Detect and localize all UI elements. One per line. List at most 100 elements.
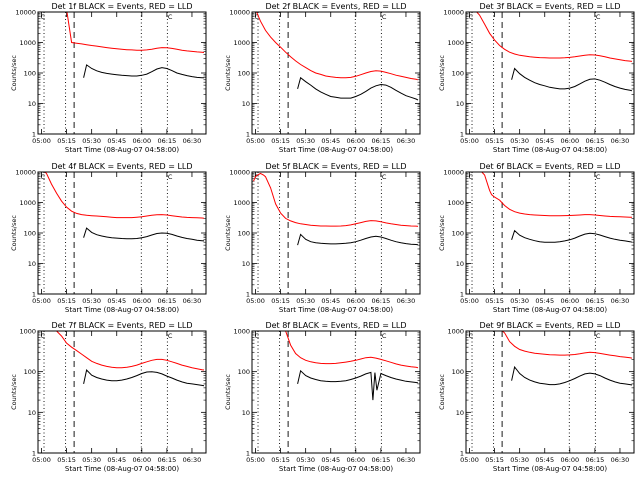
panel-det-6: Det 6f BLACK = Events, RED = LLD 1 10 100 10… [438,162,635,314]
x-tick-label: 05:15 [485,456,504,464]
panel-title: Det 3f BLACK = Events, RED = LLD [479,2,620,11]
x-tick-label: 06:00 [346,456,365,464]
x-tick-label: 05:45 [321,297,340,305]
y-tick-label: 1 [460,291,464,299]
y-tick-label: 1 [32,131,36,139]
plot-frame [465,330,635,454]
plot-frame [465,11,635,135]
event-marker-label: C [596,173,601,181]
x-tick-label: 05:45 [107,297,126,305]
x-tick-label: 06:15 [586,297,605,305]
x-tick-label: 05:15 [271,297,290,305]
y-tick-label: 1000 [447,328,464,336]
x-axis-label: Start Time (08-Aug-07 04:58:00) [493,306,607,314]
x-tick-label: 06:30 [183,137,202,145]
y-tick-label: 100 [24,368,36,376]
x-tick-label: 06:00 [132,137,151,145]
plot-frame [37,330,207,454]
y-tick-label: 1000 [233,39,250,47]
series-lld-line [66,12,205,53]
y-tick-label: 10000 [229,9,250,17]
x-tick-label: 05:45 [321,137,340,145]
x-tick-label: 05:30 [82,297,101,305]
x-tick-label: 06:00 [132,297,151,305]
x-axis-label: Start Time (08-Aug-07 04:58:00) [65,146,179,154]
y-tick-label: 10 [242,100,250,108]
panel-title: Det 9f BLACK = Events, RED = LLD [479,321,620,330]
x-tick-label: 06:30 [611,297,630,305]
panel-title: Det 8f BLACK = Events, RED = LLD [265,321,406,330]
panel-det-3: Det 3f BLACK = Events, RED = LLD 1 10 100 10… [438,2,635,154]
x-tick-label: 06:15 [372,456,391,464]
x-tick-label: 05:15 [57,297,76,305]
x-tick-label: 06:00 [560,456,579,464]
series-events-line [297,76,419,101]
y-tick-label: 1 [246,131,250,139]
y-tick-label: 100 [238,230,250,238]
y-tick-label: 1 [460,131,464,139]
x-tick-label: 06:30 [611,456,630,464]
y-axis-label: Counts/sec [438,55,446,91]
y-tick-label: 1000 [233,328,250,336]
x-tick-label: 06:15 [586,456,605,464]
y-axis-label: Counts/sec [438,215,446,251]
y-tick-label: 10000 [229,169,250,177]
y-tick-label: 10 [242,409,250,417]
y-tick-label: 10 [456,260,464,268]
x-tick-label: 05:00 [32,297,51,305]
x-tick-label: 05:30 [510,297,529,305]
y-axis-label: Counts/sec [224,374,232,410]
event-marker-label: C [41,173,46,181]
panel-det-2: Det 2f BLACK = Events, RED = LLD 1 10 100 10… [224,2,421,154]
series-lld-line [284,331,419,369]
y-tick-label: 10000 [443,169,464,177]
y-tick-label: 1 [246,291,250,299]
event-marker-label: C [469,173,474,181]
y-axis-label: Counts/sec [438,374,446,410]
event-marker-label: C [168,173,173,181]
panel-det-7: Det 7f BLACK = Events, RED = LLD 1 10 100 10… [10,321,207,473]
x-tick-label: 05:30 [296,456,315,464]
series-events-line [297,369,419,401]
x-tick-label: 05:00 [32,137,51,145]
x-tick-label: 05:30 [510,137,529,145]
x-tick-label: 06:00 [132,456,151,464]
x-tick-label: 05:45 [107,456,126,464]
panel-title: Det 4f BLACK = Events, RED = LLD [51,162,192,171]
x-tick-label: 06:30 [611,137,630,145]
panel-det-8: Det 8f BLACK = Events, RED = LLD 1 10 100 10… [224,321,421,473]
y-tick-label: 1000 [19,328,36,336]
y-tick-label: 1 [460,450,464,458]
series-events-line [83,227,205,242]
x-tick-label: 06:30 [397,137,416,145]
panel-title: Det 6f BLACK = Events, RED = LLD [479,162,620,171]
event-marker-label: C [255,13,260,21]
y-tick-label: 1 [32,450,36,458]
event-marker-label: C [255,332,260,340]
x-tick-label: 05:00 [460,137,479,145]
y-tick-label: 1000 [19,39,36,47]
x-tick-label: 06:15 [158,137,177,145]
y-axis-label: Counts/sec [10,215,18,251]
y-tick-label: 1000 [447,199,464,207]
y-tick-label: 100 [452,230,464,238]
x-tick-label: 06:00 [346,137,365,145]
y-tick-label: 10 [242,260,250,268]
x-tick-label: 06:00 [560,297,579,305]
series-lld-line [501,331,633,359]
x-tick-label: 05:45 [535,137,554,145]
x-tick-label: 05:30 [82,137,101,145]
y-axis-label: Counts/sec [10,374,18,410]
x-tick-label: 06:15 [372,297,391,305]
plot-frame [37,171,207,295]
y-tick-label: 1000 [447,39,464,47]
x-tick-label: 05:15 [485,137,504,145]
series-events-line [511,229,633,243]
panel-det-4: Det 4f BLACK = Events, RED = LLD 1 10 100 10… [10,162,207,314]
event-marker-label: C [382,332,387,340]
x-tick-label: 06:30 [183,456,202,464]
panel-title: Det 2f BLACK = Events, RED = LLD [265,2,406,11]
plot-frame [251,11,421,135]
x-tick-label: 06:15 [158,456,177,464]
